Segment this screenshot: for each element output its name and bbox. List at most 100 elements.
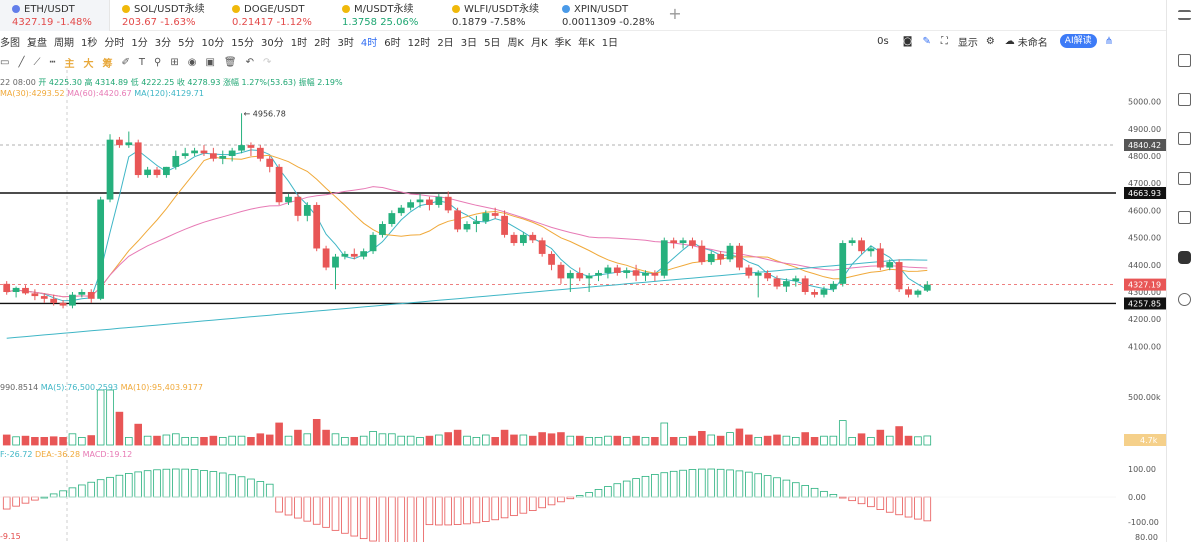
timeframe-1[interactable]: 分时 (104, 37, 125, 49)
macd-readout: F:-26.72 DEA:-36.28 MACD:19.12 (0, 450, 133, 459)
volume-bar (829, 435, 838, 446)
ruler-icon[interactable]: ⊞ (170, 56, 179, 68)
candle-body (585, 275, 593, 279)
macd-bar (350, 496, 359, 537)
timeframe-0[interactable]: 1秒 (81, 37, 98, 49)
ray-icon[interactable]: ⟋ (33, 56, 41, 68)
candle-body (228, 150, 236, 156)
rect-icon[interactable]: ▭ (0, 56, 10, 68)
volume-bar (463, 435, 471, 446)
volume-bar (876, 429, 885, 446)
macd-bar (322, 496, 330, 528)
timeframe-20[interactable]: 年K (578, 37, 595, 49)
camera-icon[interactable]: ◙ (902, 35, 913, 47)
macd-bar (435, 496, 443, 526)
candle-body (78, 292, 86, 295)
timeframe-4[interactable]: 5分 (178, 37, 195, 49)
volume-bar (801, 432, 809, 446)
replay-button[interactable]: 复盘 (27, 37, 47, 49)
lock-icon[interactable]: ▣ (205, 56, 215, 68)
timeframe-18[interactable]: 月K (531, 37, 548, 49)
candle-body (87, 292, 95, 299)
fullscreen-icon[interactable]: ⛶ (940, 35, 948, 47)
timeframe-8[interactable]: 1时 (290, 37, 308, 49)
period-button[interactable]: 周期 (54, 37, 74, 49)
timeframe-3[interactable]: 3分 (154, 37, 172, 49)
seconds-label[interactable]: 0s (877, 35, 889, 47)
history-icon[interactable] (1178, 293, 1191, 306)
timeframe-17[interactable]: 周K (507, 37, 524, 49)
tab-doge[interactable]: DOGE/USDT 0.21417 -1.12% (232, 4, 312, 28)
timeframe-19[interactable]: 季K (554, 37, 572, 49)
timeframe-10[interactable]: 3时 (337, 37, 354, 49)
volume-bar (256, 433, 265, 446)
volume-bar (735, 428, 744, 446)
tab-xpin[interactable]: XPIN/USDT 0.0011309 -0.28% (562, 4, 655, 28)
timeframe-13[interactable]: 12时 (407, 37, 431, 49)
volume-bar (763, 435, 772, 446)
pencil-icon[interactable]: ✎ (922, 35, 931, 47)
candle-body (360, 251, 368, 257)
price-tick: 4900.00 (1128, 125, 1161, 134)
timeframe-14[interactable]: 2日 (437, 37, 454, 49)
candle-body (181, 153, 189, 156)
timeframe-16[interactable]: 5日 (484, 37, 501, 49)
macd-tick: 80.00 (1135, 533, 1158, 542)
volume-bar (378, 433, 387, 446)
text-icon[interactable]: T (138, 56, 146, 68)
volume-bar (848, 436, 856, 446)
sol-icon (122, 5, 130, 13)
timeframe-7[interactable]: 30分 (260, 37, 284, 49)
wallet-icon[interactable] (1178, 211, 1191, 224)
menu-icon[interactable] (1178, 10, 1191, 20)
timeframe-15[interactable]: 3日 (460, 37, 478, 49)
ai-button[interactable]: AI解读 (1059, 34, 1097, 48)
list-icon[interactable] (1178, 132, 1191, 145)
candle-body (632, 270, 640, 276)
line-icon[interactable]: ╱ (18, 56, 25, 68)
add-tab-button[interactable]: + (668, 4, 682, 23)
calendar-icon[interactable] (1178, 172, 1191, 185)
timeframe-6[interactable]: 15分 (231, 37, 254, 49)
multi-chart-button[interactable]: 多图 (0, 37, 20, 49)
big-indicator[interactable]: 大 (83, 58, 94, 70)
redo-icon[interactable]: ↷ (263, 56, 272, 68)
volume-bar (904, 435, 913, 446)
tab-eth[interactable]: ETH/USDT 4327.19 -1.48% (0, 0, 110, 31)
timeframe-5[interactable]: 10分 (201, 37, 225, 49)
candlestick-chart[interactable]: 5000.00 4900.00 4800.00 4700.00 4600.00 4500.… (0, 70, 1166, 542)
timeframe-2[interactable]: 1分 (131, 37, 148, 49)
document-icon[interactable] (1178, 54, 1191, 67)
candle-body (69, 294, 76, 306)
macd-bar (359, 496, 368, 540)
resistance-tag: 4663.93 (1128, 189, 1161, 198)
timeframe-11[interactable]: 4时 (360, 37, 378, 49)
settings-icon[interactable]: ⚙ (985, 35, 995, 47)
chip-indicator[interactable]: 筹 (102, 58, 113, 70)
volume-bar (331, 433, 340, 446)
timeframe-9[interactable]: 2时 (314, 37, 331, 49)
trash-icon[interactable]: 🗑 (223, 56, 237, 68)
macd-bar (876, 496, 885, 510)
volume-bar (134, 423, 142, 446)
timeframe-21[interactable]: 1日 (601, 37, 619, 49)
undo-icon[interactable]: ↶ (245, 56, 255, 68)
marker-icon[interactable]: ⚲ (154, 56, 162, 68)
robot-icon[interactable] (1178, 251, 1191, 264)
display-button[interactable]: 显示 (957, 37, 978, 49)
orderbook-icon[interactable] (1178, 93, 1191, 106)
tab-sol[interactable]: SOL/USDT永续 203.67 -1.63% (122, 4, 205, 28)
candle-body (839, 243, 847, 284)
layout-name[interactable]: 未命名 (1017, 37, 1048, 49)
eye-icon[interactable]: ◉ (187, 56, 197, 68)
main-indicator[interactable]: 主 (64, 58, 75, 70)
volume-bar (31, 436, 39, 446)
brush-icon[interactable]: ✐ (121, 56, 130, 68)
candle-body (153, 169, 161, 176)
timeframe-12[interactable]: 6时 (384, 37, 401, 49)
tab-m[interactable]: M/USDT永续 1.3758 25.06% (342, 4, 419, 28)
tab-wlfi[interactable]: WLFI/USDT永续 0.1879 -7.58% (452, 4, 540, 28)
macd-tick: 0.00 (1128, 493, 1146, 502)
hline-icon[interactable]: ┅ (49, 56, 56, 68)
share-icon[interactable]: ⋔ (1104, 35, 1113, 47)
